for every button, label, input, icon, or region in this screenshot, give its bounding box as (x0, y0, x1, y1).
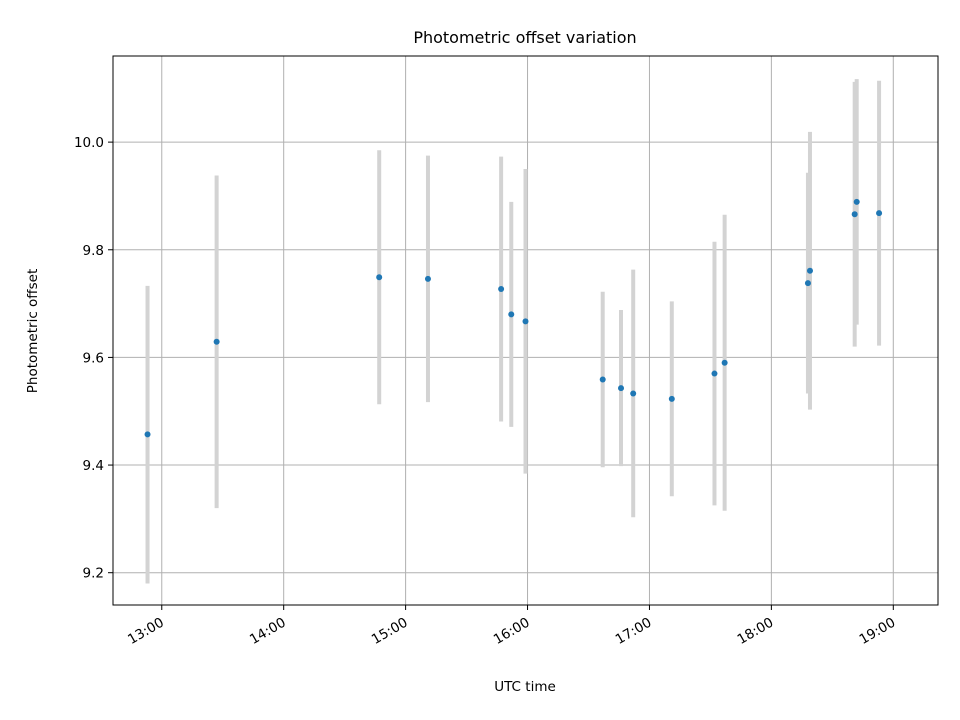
data-point (721, 359, 728, 366)
x-tick-label: 16:00 (491, 615, 533, 648)
x-axis-label: UTC time (494, 679, 556, 695)
plot-frame (112, 55, 939, 606)
error-bars (145, 79, 882, 584)
data-point (522, 318, 529, 325)
x-tick-label: 14:00 (247, 615, 289, 648)
y-tick-label: 9.2 (83, 566, 104, 582)
data-point (806, 267, 813, 274)
x-axis: 13:00 14:00 15:00 16:00 17:00 18:00 19:00 (125, 605, 898, 648)
y-tick-label: 9.8 (83, 243, 104, 259)
data-point (599, 376, 606, 383)
x-tick-label: 15:00 (369, 615, 411, 648)
data-point (853, 198, 860, 205)
chart-title: Photometric offset variation (413, 28, 636, 47)
data-point (876, 210, 883, 217)
y-tick-label: 9.6 (83, 350, 104, 366)
data-point (498, 286, 505, 293)
y-axis: 9.2 9.4 9.6 9.8 10.0 (74, 135, 113, 582)
data-point (424, 275, 431, 282)
y-tick-label: 10.0 (74, 135, 104, 151)
data-point (630, 390, 637, 397)
data-point (144, 431, 151, 438)
x-tick-label: 19:00 (857, 615, 899, 648)
data-point (508, 311, 515, 318)
data-point (851, 211, 858, 218)
x-tick-label: 18:00 (735, 615, 777, 648)
x-tick-label: 17:00 (613, 615, 655, 648)
x-tick-label: 13:00 (125, 615, 167, 648)
y-axis-label: Photometric offset (25, 269, 41, 393)
data-point (804, 280, 811, 287)
data-point (711, 370, 718, 377)
data-point (213, 338, 220, 345)
data-point (376, 274, 383, 281)
data-point (668, 395, 675, 402)
data-point (618, 385, 625, 392)
y-tick-label: 9.4 (83, 458, 104, 474)
data-points (144, 198, 883, 438)
